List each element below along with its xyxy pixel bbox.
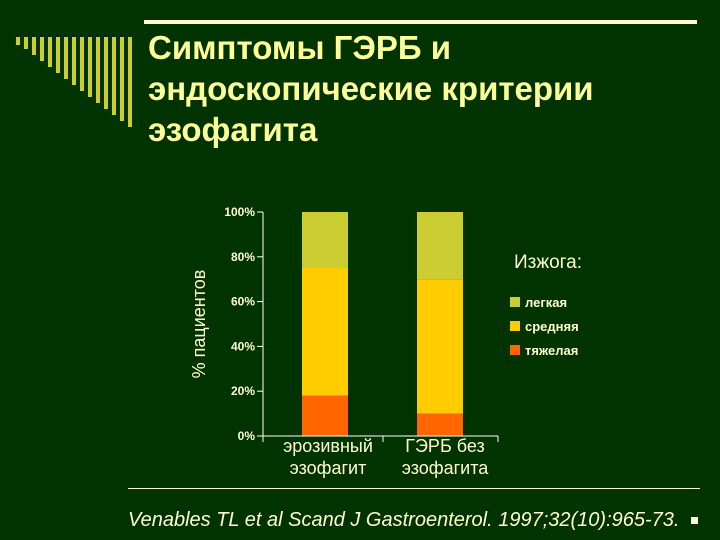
legend-swatch (510, 345, 520, 355)
bars-layer (302, 212, 463, 436)
slide-title: Симптомы ГЭРБ и эндоскопические критерии… (148, 29, 594, 148)
legend-swatch (510, 321, 520, 331)
citation-rule (128, 488, 700, 489)
bar-segment (417, 212, 463, 280)
citation: Venables TL et al Scand J Gastroenterol.… (128, 509, 680, 531)
x-label-layer: эрозивный эзофагит ГЭРБ без эзофагита (283, 436, 489, 478)
legend-label: тяжелая (525, 343, 578, 358)
title-top-rule (144, 20, 697, 24)
x-tick-label: эрозивный эзофагит (283, 436, 373, 478)
y-tick-label: 40% (231, 339, 255, 353)
y-tick-label: 100% (224, 205, 255, 219)
legend-label: легкая (525, 295, 567, 310)
bar-segment (417, 279, 463, 414)
y-axis-label: % пациентов (189, 270, 209, 379)
y-tick-label: 80% (231, 250, 255, 264)
y-tick-label: 60% (231, 295, 255, 309)
bar-segment (302, 268, 348, 396)
legend-label: средняя (525, 319, 579, 334)
bullet-icon (691, 517, 698, 524)
y-tick-label: 0% (238, 429, 256, 443)
legend: легкая средняя тяжелая (510, 295, 579, 358)
bar-segment (302, 395, 348, 436)
y-tick-label: 20% (231, 384, 255, 398)
bar-segment (417, 413, 463, 436)
x-tick-label: ГЭРБ без эзофагита (402, 436, 490, 478)
y-tick-layer: 0% 20% 40% 60% 80% 100% (224, 205, 499, 443)
legend-title: Изжога: (514, 252, 582, 273)
bar-segment (302, 212, 348, 268)
legend-swatch (510, 297, 520, 307)
